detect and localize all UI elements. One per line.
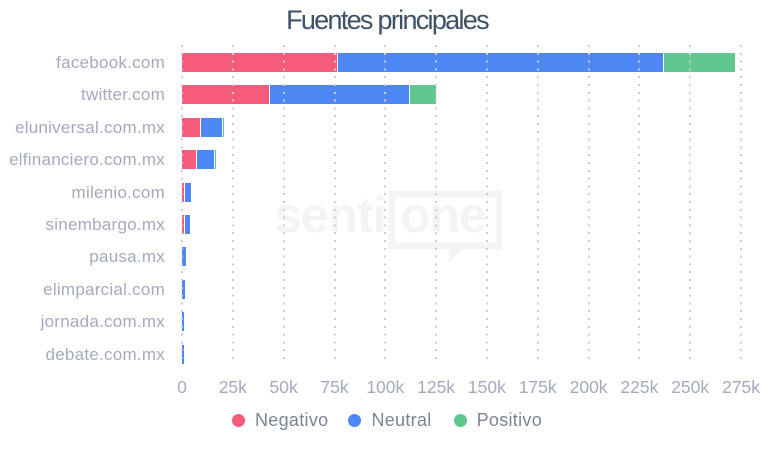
svg-text:senti: senti [274, 187, 386, 243]
svg-text:one: one [400, 187, 486, 243]
